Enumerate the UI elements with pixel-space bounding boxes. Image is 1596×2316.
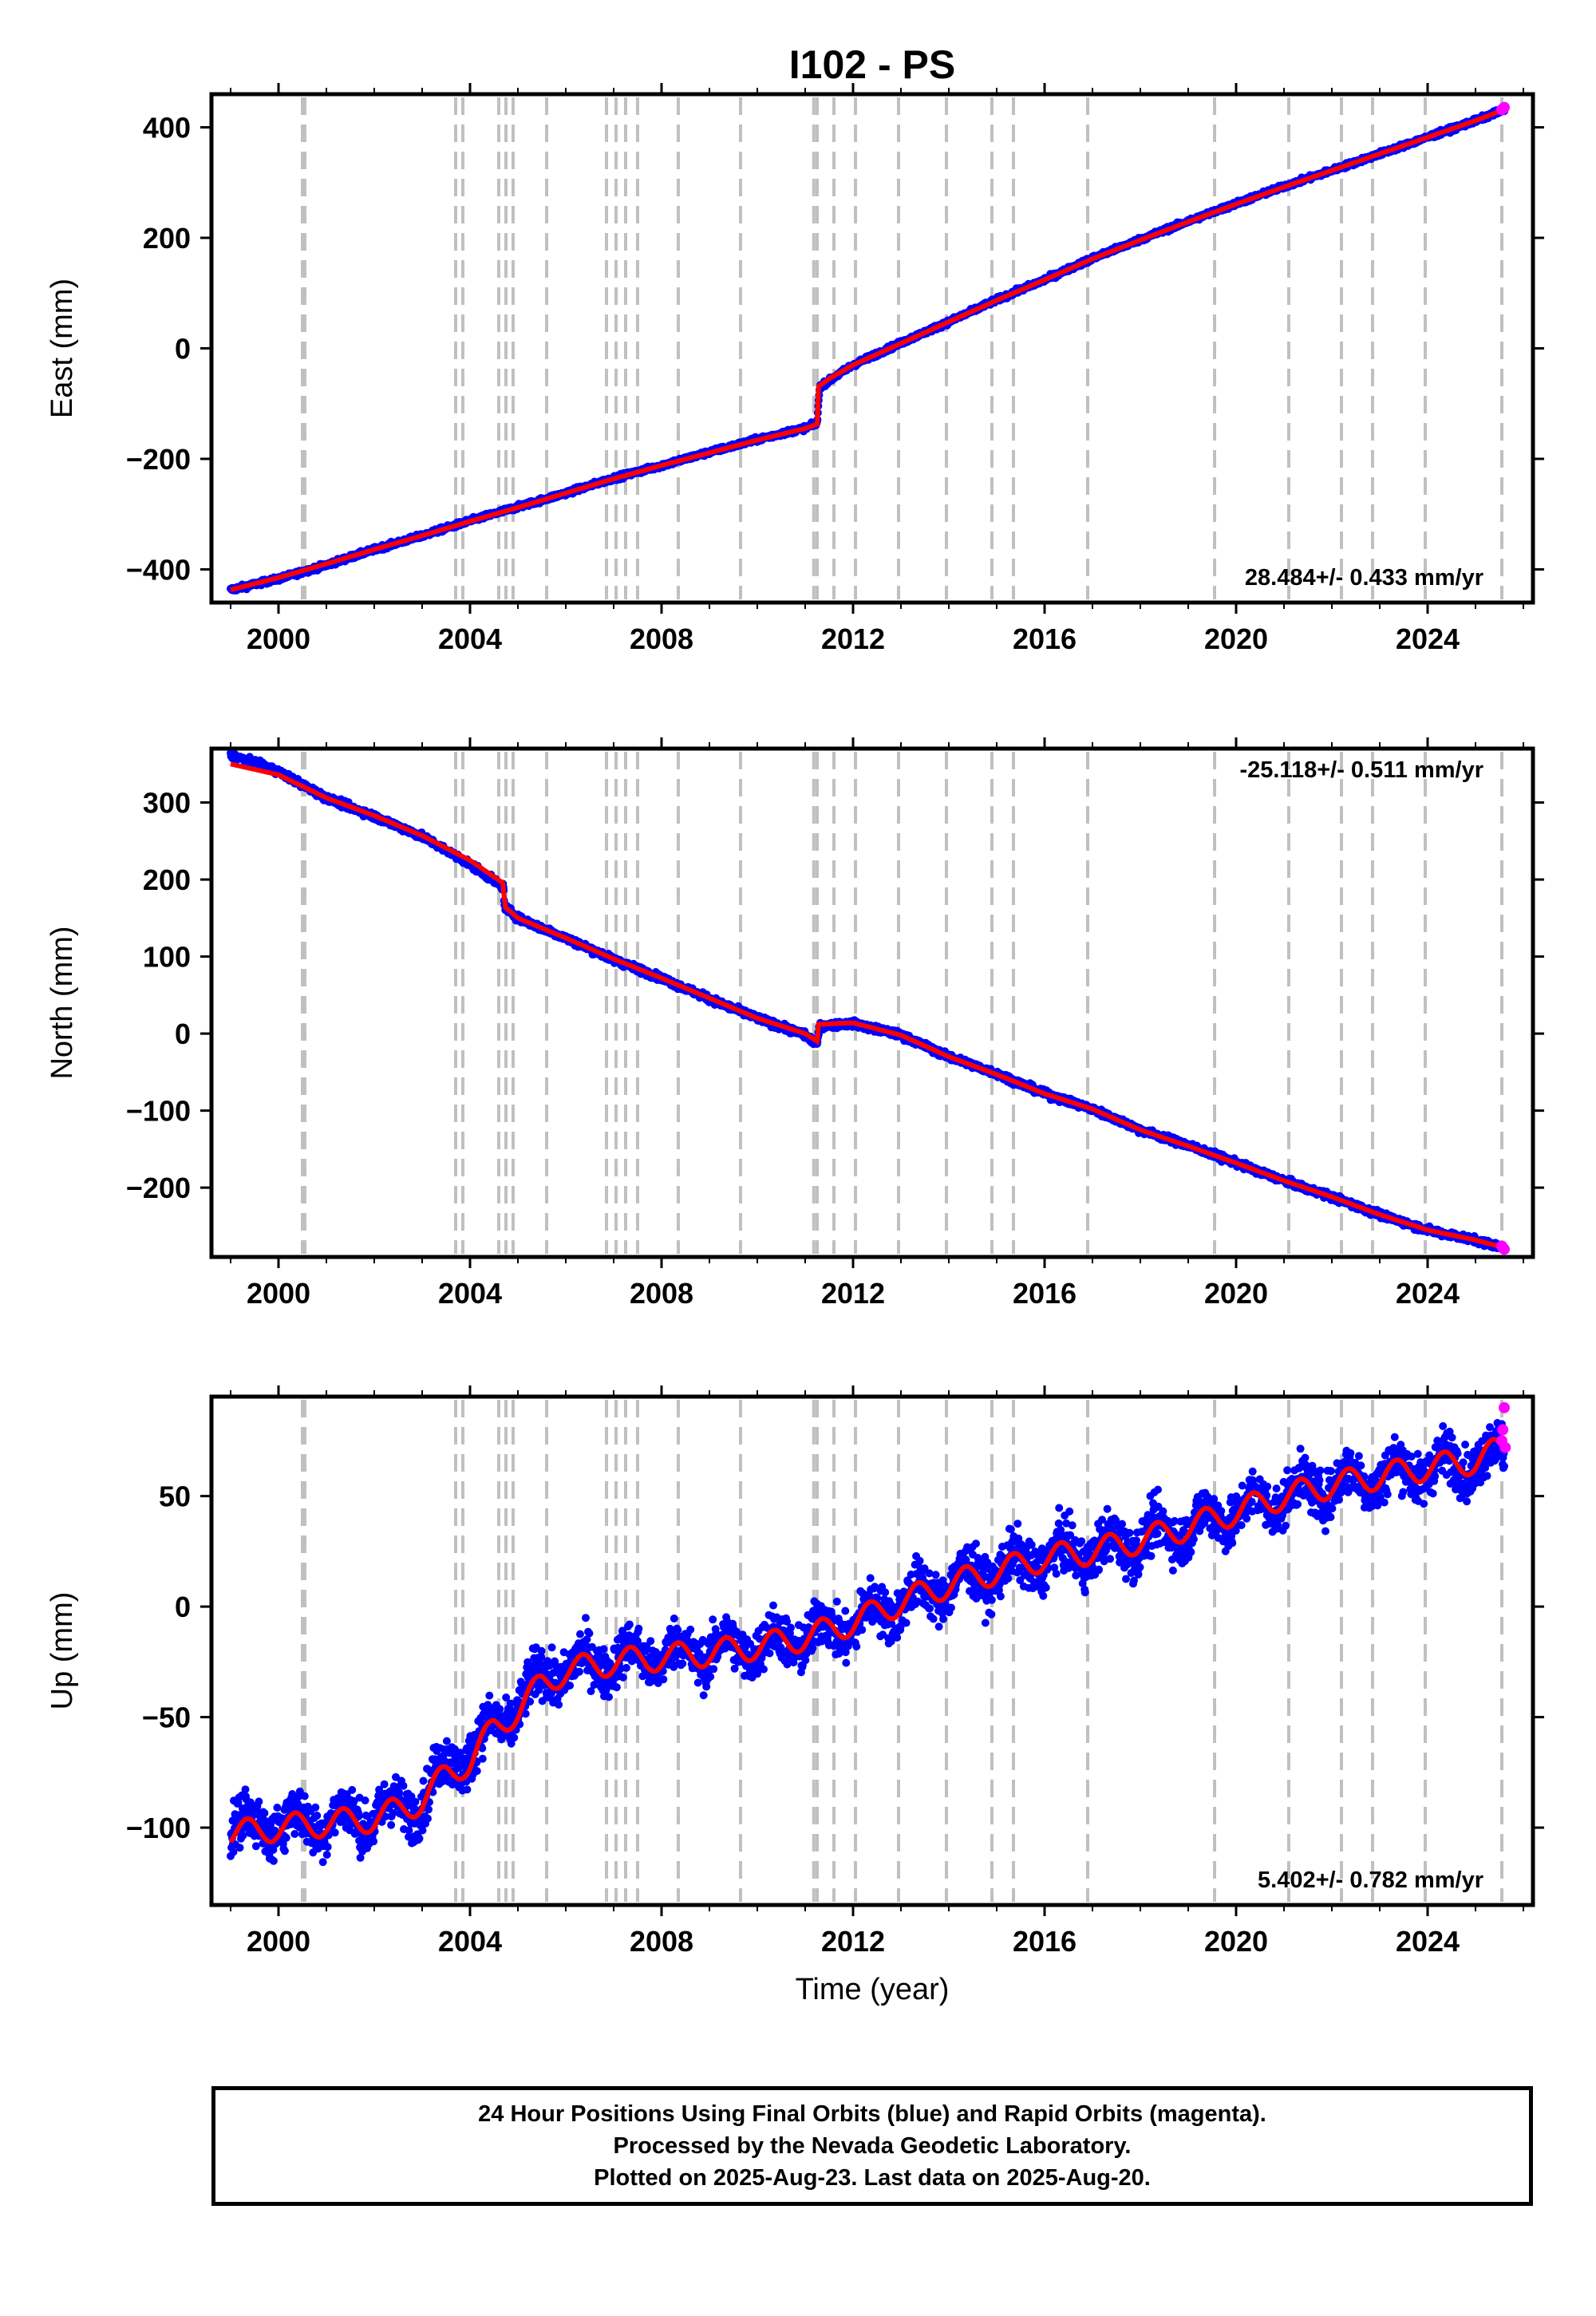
x-tick-label: 2000: [247, 1925, 310, 1958]
y-tick-label: 0: [175, 1591, 191, 1623]
y-tick-label: 200: [143, 222, 191, 255]
velocity-label: 28.484+/- 0.433 mm/yr: [1245, 565, 1483, 591]
y-tick-label: −100: [126, 1812, 191, 1844]
y-tick-label: 0: [175, 1018, 191, 1050]
x-axis-label: Time (year): [796, 1973, 950, 2006]
event-lines: [301, 752, 1503, 1254]
x-tick-label: 2012: [821, 1925, 885, 1958]
y-tick-label: −400: [126, 553, 191, 586]
rapid-orbit-point: [1499, 1441, 1511, 1453]
x-tick-label: 2020: [1204, 622, 1268, 655]
rapid-orbit-point: [1499, 1243, 1510, 1255]
x-tick-label: 2016: [1013, 1925, 1077, 1958]
x-tick-label: 2024: [1396, 622, 1460, 655]
y-tick-label: 100: [143, 941, 191, 974]
rapid-orbit-point: [1499, 101, 1510, 113]
plot-frame: [209, 1394, 1535, 1907]
panel-north: 2000 2004 2008 2012 2016 2020 2024 −200 −100 0 100…: [45, 737, 1544, 1310]
model-curve: [228, 1437, 1507, 1845]
y-tick-label: −50: [142, 1701, 191, 1734]
event-lines: [301, 97, 1503, 599]
y-tick-label: 200: [143, 864, 191, 896]
model-curve: [230, 107, 1506, 592]
x-tick-label: 2016: [1013, 622, 1077, 655]
velocity-label: 5.402+/- 0.782 mm/yr: [1258, 1867, 1483, 1893]
y-tick-label: −100: [126, 1095, 191, 1128]
final-orbit-points: [227, 749, 1508, 1255]
x-tick-label: 2012: [821, 1277, 885, 1310]
panel-east: 2000 2004 2008 2012 2016 2020 2024 −400 −200 0 200…: [45, 83, 1544, 655]
final-orbit-points: [227, 1419, 1508, 1867]
x-tick-label: 2024: [1396, 1277, 1460, 1310]
x-tick-label: 2004: [438, 1925, 502, 1958]
y-tick-label: 400: [143, 112, 191, 144]
y-axis-label: North (mm): [45, 926, 79, 1079]
y-tick-label: 300: [143, 787, 191, 820]
x-tick-label: 2024: [1396, 1925, 1460, 1958]
figure-title: I102 - PS: [789, 42, 955, 87]
x-tick-label: 2000: [247, 1277, 310, 1310]
x-tick-label: 2016: [1013, 1277, 1077, 1310]
x-tick-label: 2004: [438, 622, 502, 655]
x-tick-label: 2012: [821, 622, 885, 655]
panel-up: 2000 2004 2008 2012 2016 2020 2024 −100 −50 0 50 Up…: [45, 1385, 1544, 2006]
y-tick-label: −200: [126, 1172, 191, 1204]
x-tick-label: 2000: [247, 622, 310, 655]
x-tick-label: 2020: [1204, 1925, 1268, 1958]
x-tick-label: 2008: [630, 622, 693, 655]
y-tick-label: 0: [175, 333, 191, 366]
caption-box: 24 Hour Positions Using Final Orbits (bl…: [211, 2086, 1533, 2206]
x-tick-label: 2008: [630, 1277, 693, 1310]
rapid-orbit-point: [1497, 1424, 1509, 1436]
caption-line-1: 24 Hour Positions Using Final Orbits (bl…: [478, 2101, 1266, 2127]
caption-line-3: Plotted on 2025-Aug-23. Last data on 202…: [594, 2165, 1151, 2191]
plot-frame: [209, 746, 1535, 1259]
x-tick-label: 2020: [1204, 1277, 1268, 1310]
final-orbit-points: [227, 104, 1508, 595]
y-tick-label: −200: [126, 443, 191, 476]
y-axis-label: East (mm): [45, 279, 79, 418]
velocity-label: -25.118+/- 0.511 mm/yr: [1239, 757, 1483, 783]
y-axis-label: Up (mm): [45, 1592, 79, 1710]
x-tick-label: 2008: [630, 1925, 693, 1958]
model-curve: [230, 761, 1505, 1251]
y-tick-label: 50: [159, 1480, 191, 1513]
x-tick-label: 2004: [438, 1277, 502, 1310]
rapid-orbit-point: [1499, 1401, 1510, 1413]
caption-line-2: Processed by the Nevada Geodetic Laborat…: [613, 2133, 1132, 2159]
